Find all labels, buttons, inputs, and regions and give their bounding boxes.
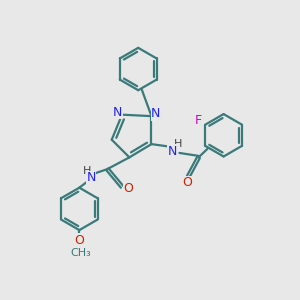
Text: CH₃: CH₃ [70,248,91,258]
Text: N: N [151,107,160,120]
Text: N: N [86,172,96,184]
Text: O: O [182,176,192,190]
Text: O: O [124,182,134,195]
Text: H: H [174,139,182,149]
Text: N: N [113,106,122,119]
Text: H: H [82,166,91,176]
Text: O: O [74,234,84,247]
Text: N: N [168,145,177,158]
Text: F: F [194,114,202,127]
